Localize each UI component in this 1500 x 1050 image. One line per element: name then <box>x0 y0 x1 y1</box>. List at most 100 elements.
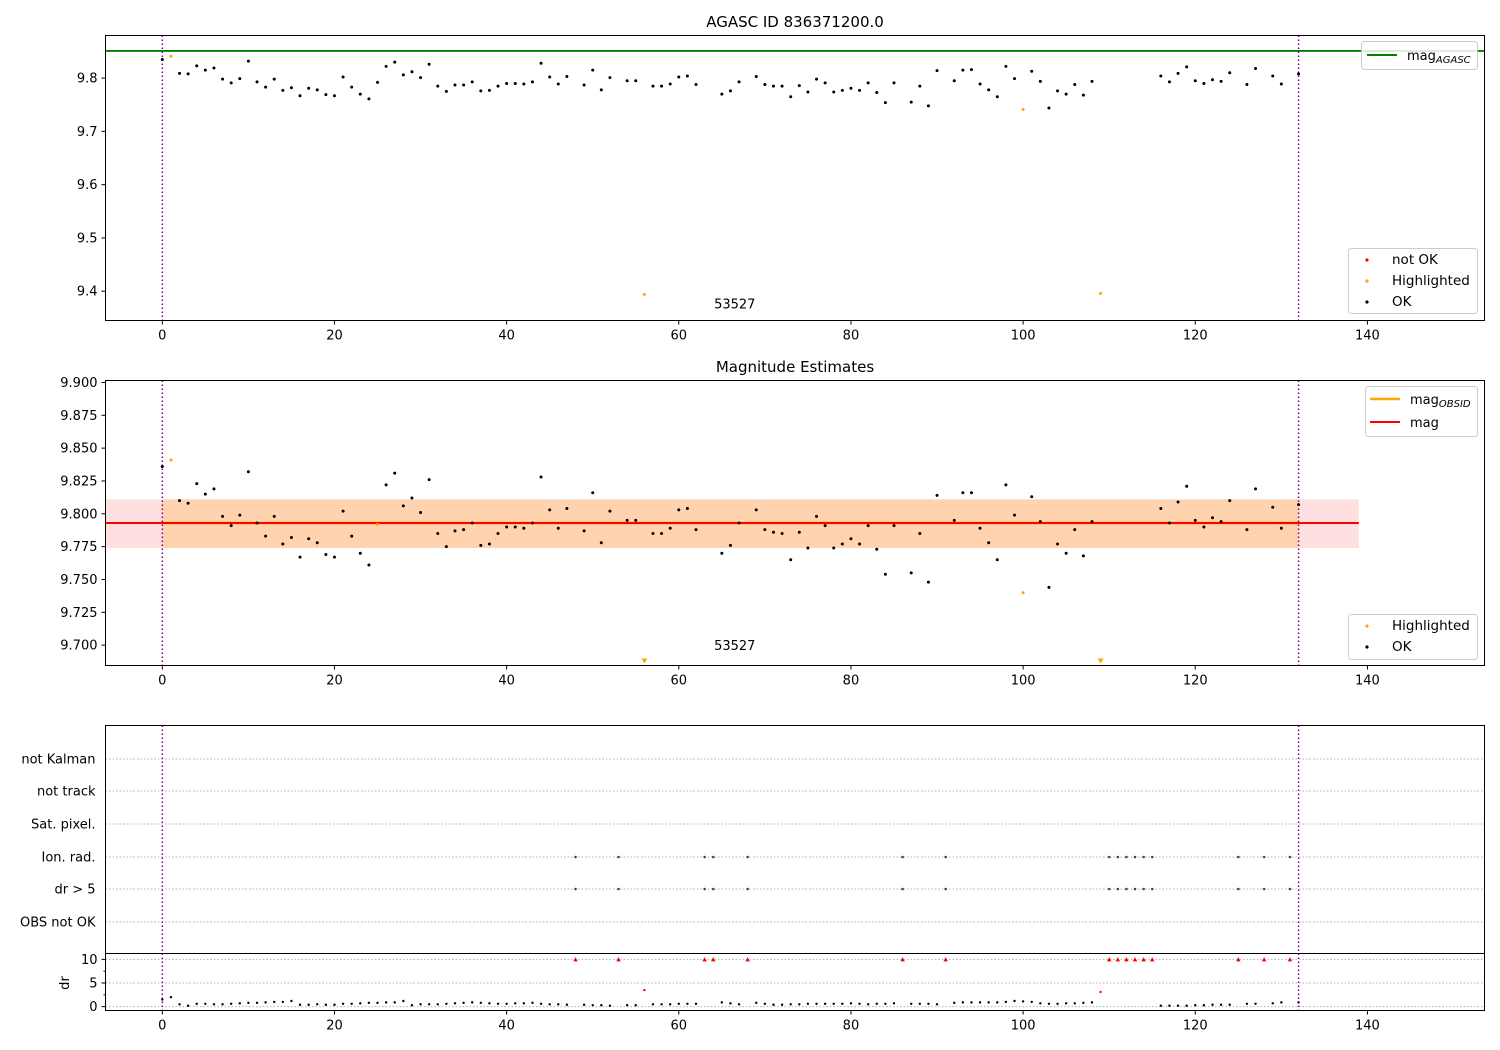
agasc-point-ok <box>883 101 887 105</box>
magnitude-point-ok <box>229 524 233 528</box>
flag-point <box>1262 887 1266 891</box>
dr-point-ok <box>393 1001 396 1004</box>
dr-point-ok <box>1219 1003 1223 1006</box>
dr-capped-marker <box>1115 957 1120 962</box>
magnitude-point-ok <box>462 528 466 532</box>
agasc-point-ok <box>358 92 362 96</box>
agasc-point-ok <box>797 84 801 88</box>
legend-label-mag-obsid-sub: OBSID <box>1439 399 1471 410</box>
dr-capped-marker <box>1106 957 1112 962</box>
magnitude-point-ok <box>651 532 655 536</box>
agasc-point-ok <box>470 80 474 84</box>
dr-point-ok <box>1271 1002 1274 1005</box>
magnitude-point-ok <box>625 518 629 522</box>
flags-panel-dr-y-ticks: 0 5 10 <box>81 953 106 1015</box>
dr-point-ok <box>471 1001 474 1004</box>
agasc-panel-title: AGASC ID 836371200.0 <box>706 13 884 31</box>
flag-point <box>901 887 904 891</box>
magnitude-point-ok <box>728 543 732 547</box>
magnitude-point-highlighted <box>169 458 173 462</box>
magnitude-point-ok <box>660 532 664 536</box>
agasc-point-ok <box>255 80 259 84</box>
agasc-point-ok <box>660 84 664 88</box>
dr-point-ok <box>789 1003 792 1006</box>
dr-y-tick-label: 0 <box>89 1000 97 1015</box>
agasc-point-ok <box>195 64 199 68</box>
dr-point-ok <box>264 1001 267 1004</box>
dr-point-ok <box>419 1003 422 1006</box>
legend-swatch-ok <box>1365 645 1369 649</box>
magnitude-point-ok <box>539 475 543 479</box>
agasc-point-ok <box>479 89 483 93</box>
agasc-point-ok <box>608 76 612 80</box>
flag-point <box>1288 887 1292 891</box>
flag-point <box>617 855 620 859</box>
agasc-point-ok <box>625 79 629 83</box>
dr-point-ok <box>445 1002 448 1005</box>
dr-point-ok <box>686 1002 689 1005</box>
magnitude-point-ok <box>513 525 517 529</box>
agasc-point-ok <box>1279 82 1283 86</box>
dr-point-ok <box>316 1003 319 1006</box>
legend-swatch-not-ok <box>1365 258 1369 262</box>
magnitude-point-ok <box>1193 518 1197 522</box>
agasc-point-ok <box>289 86 293 90</box>
dr-point-ok <box>815 1002 818 1005</box>
magnitude-point-ok <box>1228 499 1232 503</box>
magnitude-y-tick-label: 9.725 <box>60 606 97 621</box>
magnitude-panel-y-ticks: 9.700 9.725 9.750 9.775 9.800 9.825 9.850 9.875… <box>60 376 106 654</box>
flags-x-tick-label: 120 <box>1183 1019 1208 1034</box>
flags-x-tick-label: 60 <box>671 1019 688 1034</box>
dr-point-ok <box>935 1003 939 1006</box>
dr-point-ok <box>350 1002 353 1005</box>
dr-point-ok <box>384 1001 388 1004</box>
dr-point-ok <box>823 1002 827 1005</box>
dr-point-ok <box>531 1001 534 1005</box>
magnitude-point-ok <box>255 521 259 525</box>
magnitude-point-ok <box>987 541 991 545</box>
legend-label-mag-agasc-sub: AGASC <box>1435 55 1471 66</box>
agasc-point-highlighted <box>642 292 646 296</box>
magnitude-point-ok <box>866 524 870 528</box>
magnitude-point-ok <box>444 545 448 549</box>
dr-point-ok <box>600 1004 603 1007</box>
magnitude-point-ok <box>1279 526 1283 530</box>
magnitude-point-ok <box>840 542 844 546</box>
agasc-point-ok <box>281 88 285 92</box>
flag-point <box>1150 855 1154 859</box>
magnitude-point-ok <box>470 521 474 525</box>
magnitude-point-ok <box>1064 551 1068 555</box>
agasc-x-tick-label: 60 <box>671 329 688 344</box>
magnitude-point-ok <box>505 525 509 529</box>
flags-x-tick-label: 140 <box>1355 1019 1380 1034</box>
magnitude-y-tick-label: 9.775 <box>60 540 97 555</box>
flag-label: not track <box>37 785 96 800</box>
agasc-point-ok <box>1297 72 1301 76</box>
dr-point-ok <box>453 1002 457 1005</box>
dr-capped-marker <box>943 957 948 962</box>
dr-point-ok <box>720 1001 724 1004</box>
dr-y-tick-label: 10 <box>81 953 98 968</box>
magnitude-point-ok <box>1056 542 1060 546</box>
agasc-panel-annotation: 53527 <box>714 298 755 313</box>
magnitude-point-ok <box>599 541 603 545</box>
magnitude-point-ok <box>961 491 965 495</box>
magnitude-point-ok <box>1159 507 1163 511</box>
agasc-point-ok <box>677 75 681 79</box>
dr-capped-marker <box>1261 957 1267 962</box>
dr-point-ok <box>1090 1001 1094 1004</box>
magnitude-point-ok <box>1245 528 1249 532</box>
dr-point-ok <box>1211 1003 1214 1006</box>
magnitude-panel-legend-bottom: Highlighted OK <box>1348 614 1478 660</box>
agasc-point-ok <box>651 84 655 88</box>
agasc-point-ok <box>462 83 466 87</box>
offscale-highlighted-marker <box>641 658 648 664</box>
dr-point-ok <box>1030 1000 1033 1004</box>
agasc-point-ok <box>832 90 836 94</box>
agasc-point-ok <box>582 83 586 87</box>
agasc-point-ok <box>591 68 595 72</box>
dr-point-ok <box>1004 1000 1008 1004</box>
dr-point-ok <box>910 1002 913 1005</box>
legend-label-highlighted: Highlighted <box>1392 618 1470 634</box>
agasc-point-ok <box>1245 83 1249 87</box>
